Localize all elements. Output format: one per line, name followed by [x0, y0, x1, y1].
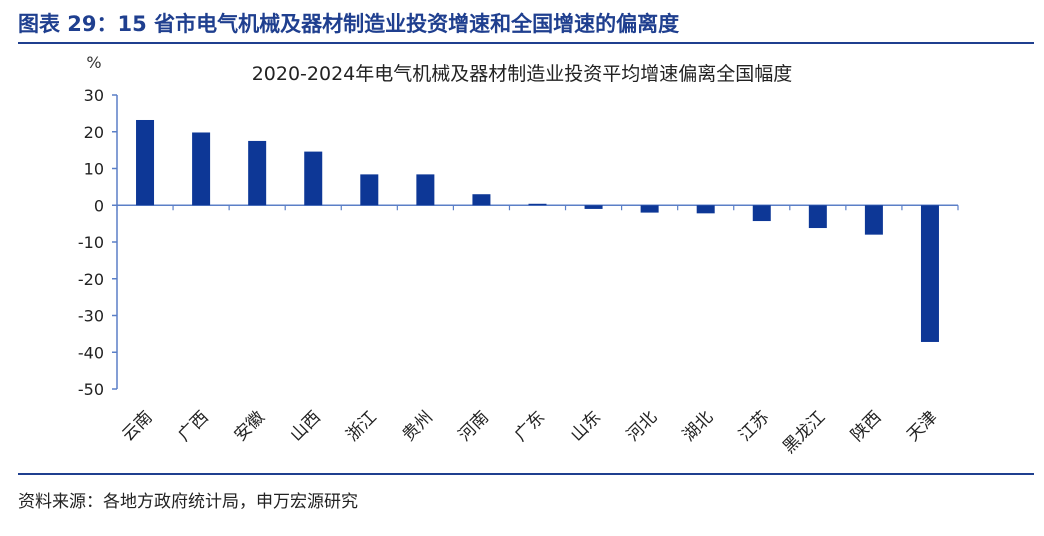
x-tick-label: 山东: [567, 407, 605, 445]
y-axis-unit: %: [86, 53, 101, 72]
y-tick-label: 30: [84, 86, 104, 105]
bar-7: [472, 194, 491, 206]
bar-13: [808, 205, 827, 229]
x-tick-label: 陕西: [847, 407, 885, 445]
bar-5: [360, 174, 379, 206]
bar-4: [304, 151, 323, 206]
x-tick-labels: 云南 广西 安徽 山西 浙江 贵州 河南 广东 山东 河北 湖北 江苏 黑龙江 陕西 天津: [118, 407, 941, 457]
x-tick-label: 广西: [174, 407, 212, 445]
bar-9: [584, 205, 603, 209]
source-note: 资料来源：各地方政府统计局，申万宏源研究: [18, 492, 358, 512]
chart-title: 2020-2024年电气机械及器材制造业投资平均增速偏离全国幅度: [252, 63, 793, 85]
x-tick-label: 贵州: [399, 407, 437, 445]
bar-10: [640, 205, 659, 213]
bar-6: [416, 174, 435, 206]
x-tick-label: 广东: [511, 407, 549, 445]
title-divider: [18, 42, 1034, 44]
x-tick-label: 湖北: [679, 407, 717, 445]
bar-11: [696, 205, 715, 214]
bar-15: [920, 205, 939, 342]
bar-8: [528, 203, 547, 206]
x-tick-label: 黑龙江: [779, 407, 829, 457]
bars: [136, 119, 939, 342]
y-tick-label: -50: [78, 380, 104, 399]
y-tick-label: -30: [78, 307, 104, 326]
bar-1: [136, 119, 155, 206]
x-tick-label: 河北: [623, 407, 661, 445]
x-tick-label: 安徽: [231, 407, 269, 445]
x-tick-label: 江苏: [735, 407, 773, 445]
y-tick-label: -40: [78, 343, 104, 362]
bar-chart: 2020-2024年电气机械及器材制造业投资平均增速偏离全国幅度 % 30 20 1…: [78, 53, 959, 458]
bar-12: [752, 205, 771, 222]
y-tick-label: 0: [94, 196, 104, 215]
source-divider: [18, 473, 1034, 475]
x-tick-label: 浙江: [343, 407, 381, 445]
y-tick-label: -20: [78, 270, 104, 289]
x-tick-label: 河南: [455, 407, 493, 445]
y-tick-label: 20: [84, 123, 104, 142]
x-tick-label: 天津: [903, 407, 941, 445]
y-tick-label: -10: [78, 233, 104, 252]
y-tick-label: 10: [84, 160, 104, 179]
x-tick-label: 云南: [118, 407, 156, 445]
bar-3: [248, 140, 267, 206]
bar-14: [864, 205, 883, 235]
bar-2: [192, 132, 211, 206]
x-tick-label: 山西: [287, 407, 325, 445]
figure-title: 图表 29：15 省市电气机械及器材制造业投资增速和全国增速的偏离度: [18, 12, 680, 36]
